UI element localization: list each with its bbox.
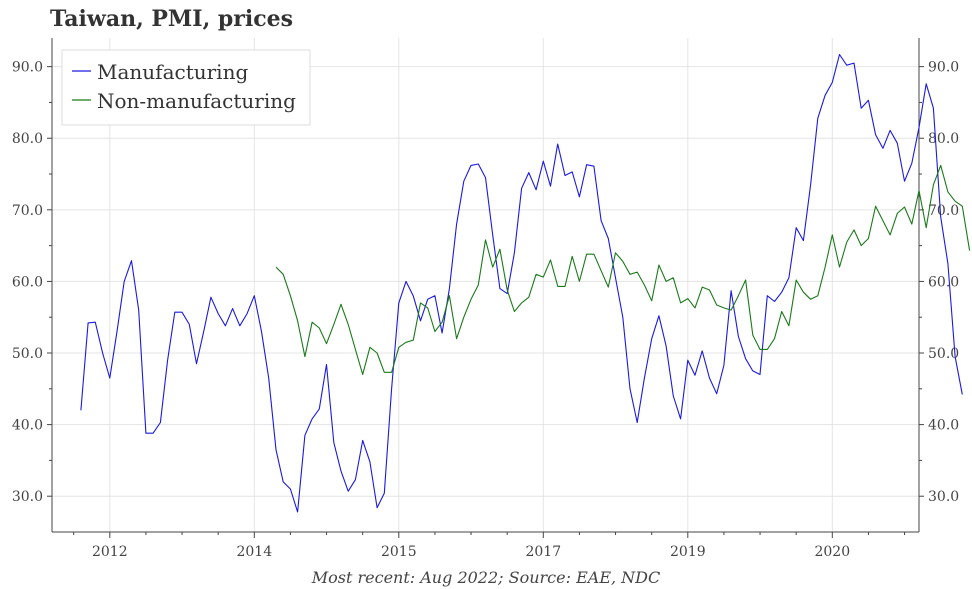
series-line-non-manufacturing (275, 164, 971, 376)
series-lines (80, 53, 971, 513)
y-tick-label-right: 70.0 (928, 203, 959, 219)
y-tick-label-left: 80.0 (12, 131, 43, 147)
y-tick-label-left: 70.0 (12, 203, 43, 219)
legend-label-non-manufacturing: Non-manufacturing (97, 89, 296, 113)
legend-box (61, 49, 311, 126)
chart-title: Taiwan, PMI, prices (50, 6, 293, 32)
x-tick-label: 2020 (814, 544, 850, 560)
y-tick-label-left: 90.0 (12, 60, 43, 76)
y-tick-label-right: 80.0 (928, 131, 959, 147)
y-tick-label-right: 60.0 (928, 274, 959, 290)
x-tick-label: 2012 (92, 544, 128, 560)
y-tick-label-right: 50.0 (928, 346, 959, 362)
series-line-manufacturing (80, 53, 963, 513)
x-tick-label: 2019 (670, 544, 706, 560)
y-tick-label-right: 40.0 (928, 418, 959, 434)
y-tick-label-left: 60.0 (12, 274, 43, 290)
x-tick-label: 2015 (381, 544, 417, 560)
y-tick-label-left: 40.0 (12, 418, 43, 434)
x-tick-label: 2017 (525, 544, 561, 560)
y-tick-label-right: 30.0 (928, 489, 959, 505)
legend-label-manufacturing: Manufacturing (97, 60, 248, 84)
y-tick-label-right: 90.0 (928, 60, 959, 76)
x-tick-label: 2014 (236, 544, 272, 560)
y-tick-label-left: 30.0 (12, 489, 43, 505)
legend: Manufacturing Non-manufacturing (61, 49, 311, 126)
source-caption: Most recent: Aug 2022; Source: EAE, NDC (311, 568, 661, 587)
y-tick-label-left: 50.0 (12, 346, 43, 362)
axes: 30.0 30.0 40.0 40.0 50.0 50.0 60.0 60.0 70.0 70.0… (12, 38, 959, 560)
